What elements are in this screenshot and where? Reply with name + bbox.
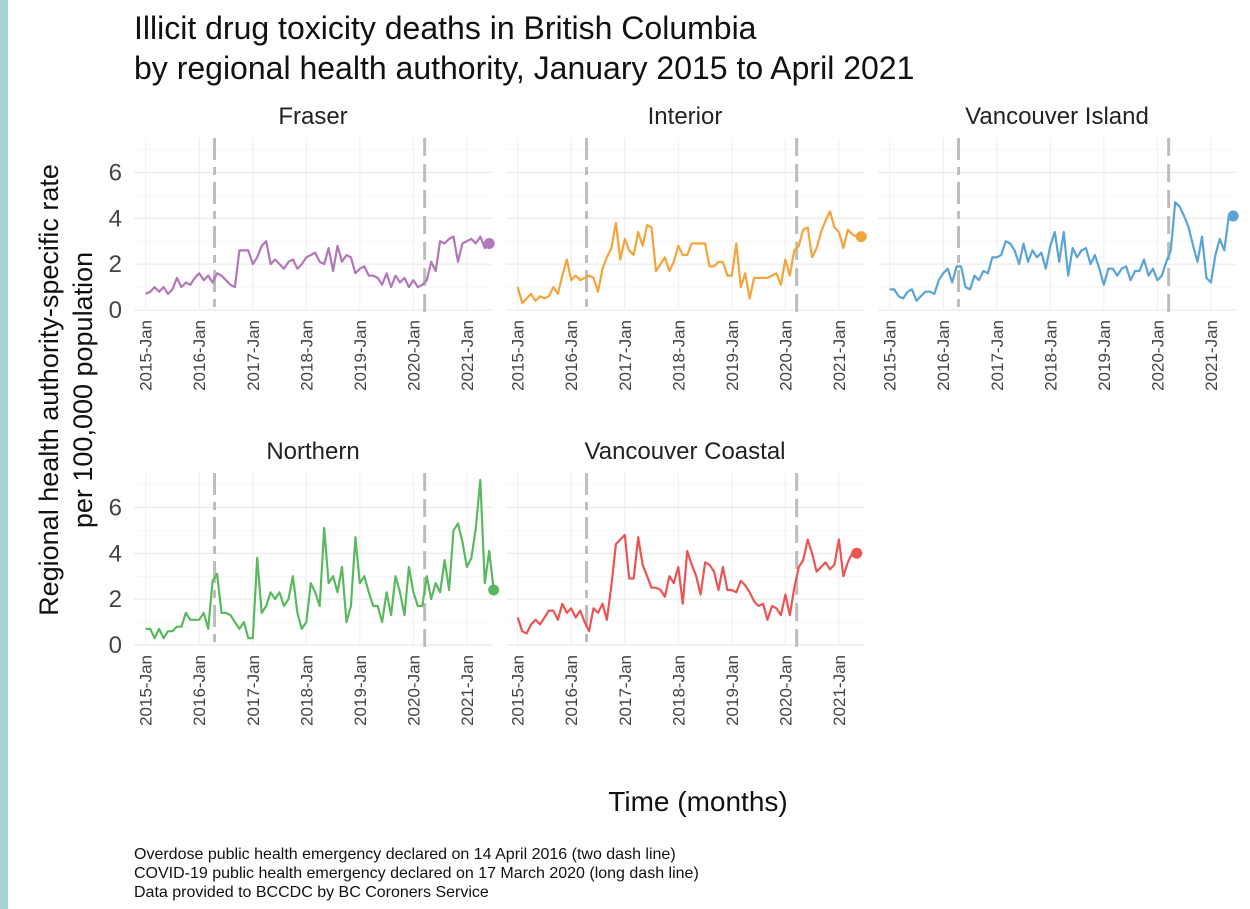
panel-fraser-xtick-label: 2016-Jan <box>190 320 209 391</box>
panel-interior-xtick-label: 2021-Jan <box>830 320 849 391</box>
panel-vancouver-coastal-xtick-label: 2018-Jan <box>669 655 688 726</box>
chart-title-line-2: by regional health authority, January 20… <box>134 50 915 86</box>
panel-northern-ytick-label: 6 <box>109 494 122 521</box>
panel-fraser-last-point <box>483 237 495 249</box>
panel-northern-ytick-label: 2 <box>109 586 122 613</box>
panel-northern-ytick-label: 4 <box>109 540 122 567</box>
panel-vancouver-island-strip-title: Vancouver Island <box>965 103 1149 130</box>
panel-northern-ytick-label: 0 <box>109 632 122 659</box>
panel-fraser-ytick-label: 0 <box>109 297 122 324</box>
panel-northern-strip-title: Northern <box>266 438 359 465</box>
faceted-line-chart: 0 2 4 6 Fraser 2015-Jan 2016-Jan 2017-Jan 2018-J… <box>34 103 1239 817</box>
panel-interior-xtick-label: 2016-Jan <box>562 320 581 391</box>
panel-northern-last-point <box>488 584 500 596</box>
x-axis-title: Time (months) <box>608 786 787 817</box>
panel-fraser-ytick-label: 4 <box>109 205 122 232</box>
panel-vancouver-island-xtick-label: 2021-Jan <box>1202 320 1221 391</box>
panel-northern-xtick-label: 2015-Jan <box>137 655 156 726</box>
panel-fraser-ytick-label: 6 <box>109 159 122 186</box>
panel-northern-series-line <box>145 478 495 640</box>
panel-northern-xtick-label: 2016-Jan <box>190 655 209 726</box>
caption-data-source: Data provided to BCCDC by BC Coroners Se… <box>134 884 489 901</box>
caption-covid-note: COVID-19 public health emergency declare… <box>134 865 699 882</box>
panel-vancouver-island-xtick-label: 2020-Jan <box>1148 320 1167 391</box>
panel-fraser-xtick-label: 2017-Jan <box>244 320 263 391</box>
panel-vancouver-coastal-xtick-label: 2019-Jan <box>723 655 742 726</box>
panel-interior-series-line <box>516 210 862 305</box>
panel-vancouver-coastal-strip-title: Vancouver Coastal <box>585 438 786 465</box>
panel-fraser-xtick-label: 2018-Jan <box>297 320 316 391</box>
panel-interior-xtick-label: 2020-Jan <box>776 320 795 391</box>
panel-interior-xtick-label: 2017-Jan <box>616 320 635 391</box>
y-axis-title-line-2: per 100,000 population <box>68 252 98 528</box>
panel-interior-xtick-label: 2015-Jan <box>509 320 528 391</box>
panel-northern-xtick-label: 2021-Jan <box>458 655 477 726</box>
y-axis-title-line-1: Regional health authority-specific rate <box>34 164 64 616</box>
panel-vancouver-island-last-point <box>1227 210 1239 222</box>
panel-vancouver-island-series-line <box>889 201 1234 302</box>
panel-vancouver-island-xtick-label: 2019-Jan <box>1095 320 1114 391</box>
panel-interior-strip-title: Interior <box>648 103 723 130</box>
panel-interior-xtick-label: 2018-Jan <box>669 320 688 391</box>
panel-northern-xtick-label: 2017-Jan <box>244 655 263 726</box>
panel-fraser-series-line <box>145 235 490 295</box>
panel-fraser-xtick-label: 2020-Jan <box>404 320 423 391</box>
panel-fraser-xtick-label: 2021-Jan <box>458 320 477 391</box>
panel-vancouver-coastal-xtick-label: 2015-Jan <box>509 655 528 726</box>
panel-northern-xtick-label: 2020-Jan <box>404 655 423 726</box>
panel-vancouver-coastal-last-point <box>851 547 863 559</box>
panel-vancouver-coastal-xtick-label: 2020-Jan <box>776 655 795 726</box>
panel-vancouver-island-xtick-label: 2015-Jan <box>881 320 900 391</box>
panel-fraser-ytick-label: 2 <box>109 251 122 278</box>
caption-overdose-note: Overdose public health emergency declare… <box>134 846 676 863</box>
panel-vancouver-island-xtick-label: 2016-Jan <box>934 320 953 391</box>
panel-vancouver-coastal-series-line <box>516 533 857 635</box>
panel-fraser-strip-title: Fraser <box>278 103 347 130</box>
panel-fraser-xtick-label: 2015-Jan <box>137 320 156 391</box>
chart-card: Illicit drug toxicity deaths in British … <box>8 0 1250 909</box>
panel-northern-xtick-label: 2019-Jan <box>351 655 370 726</box>
panel-northern-xtick-label: 2018-Jan <box>297 655 316 726</box>
panel-vancouver-coastal-xtick-label: 2021-Jan <box>830 655 849 726</box>
panel-interior-xtick-label: 2019-Jan <box>723 320 742 391</box>
panel-interior-last-point <box>855 231 867 243</box>
panel-vancouver-island-xtick-label: 2017-Jan <box>988 320 1007 391</box>
panel-vancouver-coastal-xtick-label: 2016-Jan <box>562 655 581 726</box>
panel-fraser-xtick-label: 2019-Jan <box>351 320 370 391</box>
panel-vancouver-coastal-xtick-label: 2017-Jan <box>616 655 635 726</box>
panel-vancouver-island-xtick-label: 2018-Jan <box>1041 320 1060 391</box>
chart-title-line-1: Illicit drug toxicity deaths in British … <box>134 10 757 46</box>
